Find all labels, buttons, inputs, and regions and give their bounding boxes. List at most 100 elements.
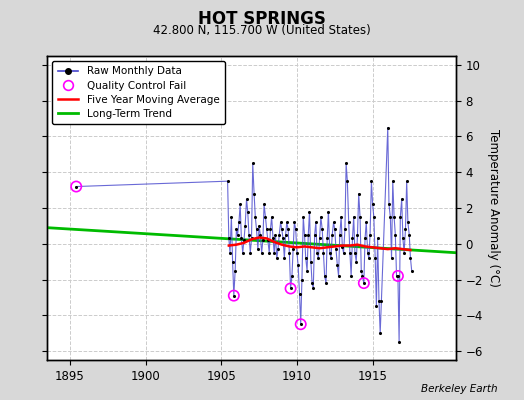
Point	[325, 250, 334, 256]
Text: Berkeley Earth: Berkeley Earth	[421, 384, 498, 394]
Point	[375, 298, 383, 304]
Point	[288, 273, 296, 279]
Point	[321, 273, 329, 279]
Point	[399, 235, 407, 242]
Point	[294, 262, 302, 268]
Point	[377, 298, 386, 304]
Point	[403, 219, 412, 226]
Point	[350, 214, 358, 220]
Point	[72, 183, 80, 190]
Point	[272, 255, 281, 261]
Point	[246, 250, 255, 256]
Point	[371, 255, 379, 261]
Point	[367, 178, 376, 184]
Point	[327, 255, 335, 261]
Point	[330, 219, 338, 226]
Point	[385, 201, 393, 208]
Point	[391, 232, 399, 238]
Point	[233, 232, 242, 238]
Point	[271, 232, 280, 238]
Point	[316, 214, 325, 220]
Point	[334, 273, 343, 279]
Point	[401, 226, 410, 233]
Point	[290, 219, 299, 226]
Point	[291, 226, 300, 233]
Point	[241, 223, 249, 229]
Point	[226, 250, 234, 256]
Point	[269, 235, 277, 242]
Point	[223, 178, 232, 184]
Point	[300, 232, 309, 238]
Point	[254, 246, 262, 252]
Point	[364, 250, 372, 256]
Point	[248, 160, 257, 166]
Point	[347, 273, 355, 279]
Point	[297, 321, 305, 328]
Point	[263, 226, 271, 233]
Point	[285, 250, 293, 256]
Point	[296, 291, 304, 297]
Point	[303, 267, 311, 274]
Point	[332, 246, 340, 252]
Point	[280, 255, 289, 261]
Point	[307, 258, 315, 265]
Point	[310, 232, 319, 238]
Point	[352, 258, 361, 265]
Point	[314, 255, 323, 261]
Legend: Raw Monthly Data, Quality Control Fail, Five Year Moving Average, Long-Term Tren: Raw Monthly Data, Quality Control Fail, …	[52, 61, 225, 124]
Point	[313, 250, 321, 256]
Point	[265, 250, 274, 256]
Point	[390, 214, 398, 220]
Point	[251, 214, 259, 220]
Point	[389, 178, 397, 184]
Point	[394, 273, 402, 279]
Point	[247, 235, 256, 242]
Point	[259, 237, 267, 243]
Point	[328, 232, 336, 238]
Point	[72, 183, 80, 190]
Point	[346, 250, 354, 256]
Point	[387, 255, 396, 261]
Point	[394, 273, 402, 279]
Point	[340, 250, 348, 256]
Point	[230, 292, 238, 299]
Point	[297, 321, 305, 328]
Point	[274, 246, 282, 252]
Point	[231, 267, 239, 274]
Point	[324, 208, 333, 215]
Point	[392, 273, 401, 279]
Point	[227, 214, 236, 220]
Point	[305, 208, 314, 215]
Point	[359, 280, 368, 286]
Point	[266, 226, 275, 233]
Point	[406, 255, 414, 261]
Point	[312, 219, 320, 226]
Point	[331, 226, 339, 233]
Point	[351, 250, 359, 256]
Point	[319, 250, 328, 256]
Point	[282, 219, 291, 226]
Point	[358, 273, 367, 279]
Point	[238, 250, 247, 256]
Point	[287, 285, 295, 292]
Point	[242, 196, 250, 202]
Point	[353, 232, 362, 238]
Point	[270, 250, 278, 256]
Point	[293, 250, 301, 256]
Point	[322, 280, 330, 286]
Point	[236, 201, 244, 208]
Point	[250, 190, 258, 197]
Point	[376, 330, 385, 336]
Point	[362, 219, 370, 226]
Point	[289, 246, 297, 252]
Point	[308, 280, 316, 286]
Point	[343, 178, 352, 184]
Point	[267, 214, 276, 220]
Point	[396, 214, 405, 220]
Point	[261, 214, 270, 220]
Point	[260, 201, 268, 208]
Point	[264, 237, 272, 243]
Point	[361, 235, 369, 242]
Point	[287, 285, 295, 292]
Point	[315, 235, 324, 242]
